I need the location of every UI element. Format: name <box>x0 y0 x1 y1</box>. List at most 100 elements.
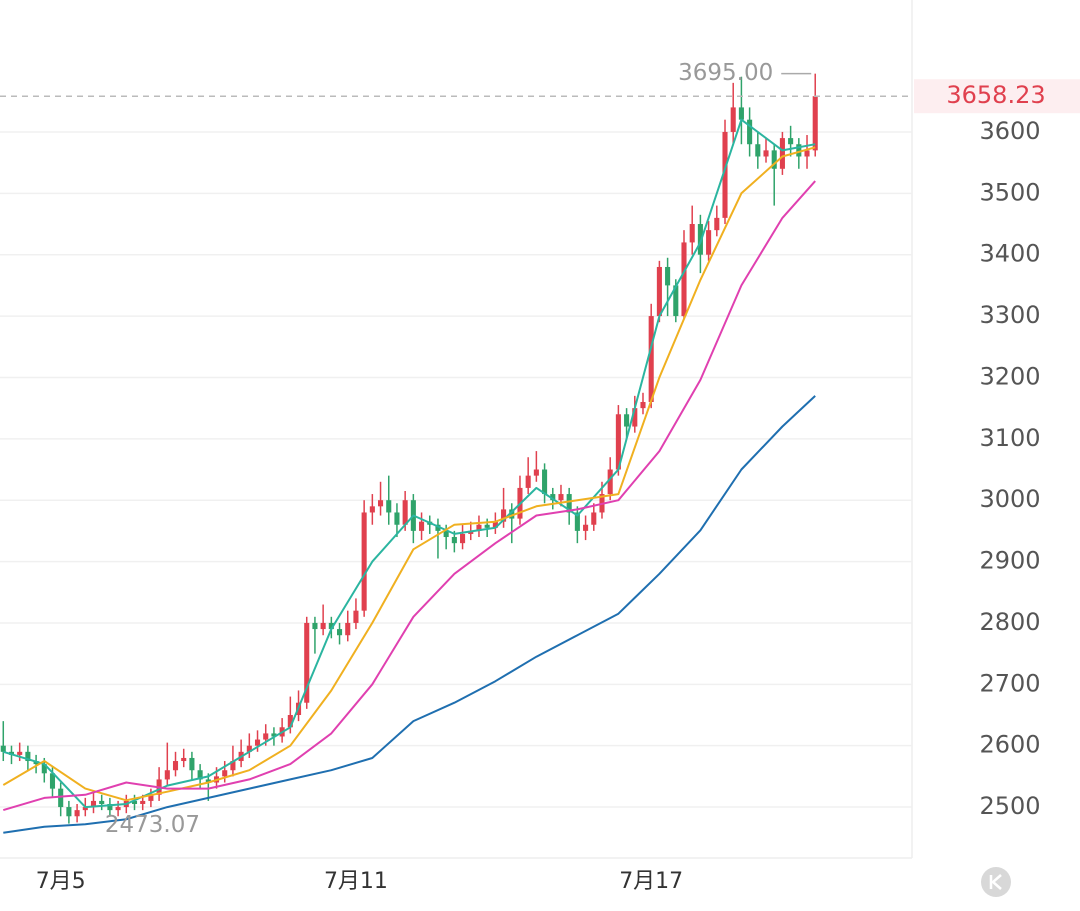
y-tick-label: 2500 <box>979 792 1040 820</box>
candle-body <box>607 469 613 495</box>
candle-body <box>17 751 23 755</box>
candle-body <box>566 494 572 513</box>
candle-body <box>542 469 548 495</box>
candle-body <box>665 266 671 286</box>
candle-body <box>287 715 293 728</box>
candle-body <box>796 144 802 157</box>
candle-body <box>181 757 187 762</box>
ma-line <box>2 146 816 802</box>
candle-body <box>328 622 334 630</box>
candle-body <box>246 745 252 752</box>
candle-body <box>90 800 97 808</box>
y-tick-label: 2600 <box>979 731 1040 759</box>
candle-body <box>263 733 269 740</box>
max-label: 3695.00 <box>678 60 773 86</box>
candle-body <box>320 622 326 630</box>
candle-body <box>632 408 638 427</box>
ma-line <box>3 180 816 812</box>
candle-body <box>369 506 375 513</box>
candle-body <box>673 285 679 317</box>
candle-body <box>681 242 687 317</box>
x-tick-label: 7月5 <box>36 869 86 894</box>
candle-body <box>476 524 482 531</box>
x-tick-label: 7月17 <box>619 869 683 894</box>
y-tick-label: 3100 <box>979 424 1040 452</box>
candle-body <box>304 622 310 703</box>
y-tick-label: 3400 <box>979 240 1040 268</box>
candle-body <box>492 521 498 528</box>
candle-body <box>624 414 630 427</box>
x-tick-label: 7月11 <box>324 869 388 894</box>
y-tick-label: 3000 <box>979 485 1040 513</box>
candle-body <box>574 512 580 531</box>
candle-body <box>484 524 490 528</box>
candle-body <box>205 779 211 783</box>
candle-body <box>107 803 113 811</box>
candle-body <box>525 475 531 488</box>
y-tick-label: 3500 <box>979 178 1040 206</box>
y-tick-label: 3200 <box>979 362 1040 390</box>
candle-body <box>763 150 769 157</box>
candle-body <box>501 509 507 522</box>
candle-body <box>41 764 47 774</box>
candle-body <box>640 401 646 409</box>
candle-body <box>164 770 170 780</box>
candle-body <box>386 500 392 513</box>
candle-body <box>771 150 777 169</box>
last-price-label: 3658.23 <box>946 81 1045 109</box>
candle-body <box>58 788 64 808</box>
y-tick-label: 2900 <box>979 547 1040 575</box>
candle-body <box>131 800 138 804</box>
candle-body <box>402 500 408 525</box>
candle-body <box>706 230 712 255</box>
candle-body <box>74 810 80 817</box>
candle-body <box>0 745 6 752</box>
candle-body <box>615 414 621 470</box>
y-tick-label: 3300 <box>979 301 1040 329</box>
candle-body <box>779 138 785 169</box>
candle-body <box>738 107 744 120</box>
candle-body <box>435 524 441 531</box>
candle-body <box>689 224 695 243</box>
candle-body <box>788 138 794 145</box>
candle-body <box>271 733 277 737</box>
candle-body <box>99 800 105 804</box>
candle-body <box>550 494 556 501</box>
candle-body <box>722 131 728 218</box>
candle-body <box>353 610 359 623</box>
candle-body <box>115 807 121 811</box>
candle-body <box>66 807 72 817</box>
kline-toggle[interactable] <box>981 867 1011 897</box>
candle-body <box>361 512 367 611</box>
candle-body <box>25 751 31 762</box>
candle-body <box>509 509 515 519</box>
candle-body <box>533 469 539 476</box>
candle-body <box>49 773 56 789</box>
y-tick-label: 3600 <box>979 117 1040 145</box>
toggle-glyph <box>989 874 1002 890</box>
candle-body <box>222 770 228 777</box>
candle-body <box>254 739 261 746</box>
candle-body <box>583 524 589 531</box>
candle-body <box>189 757 195 771</box>
candle-body <box>443 530 449 538</box>
min-label: 2473.07 <box>105 812 200 838</box>
candle-body <box>419 521 425 531</box>
candle-body <box>460 533 466 544</box>
toggle-icon[interactable] <box>981 867 1011 897</box>
candle-body <box>378 500 384 507</box>
candle-body <box>656 266 662 317</box>
y-tick-label: 2700 <box>979 669 1040 697</box>
candle-body <box>148 794 154 801</box>
candle-body <box>648 316 654 402</box>
candle-body <box>140 800 146 804</box>
candle-body <box>82 807 88 811</box>
candle-body <box>230 761 236 771</box>
last-price-box <box>914 79 1080 114</box>
candle-body <box>714 217 720 231</box>
candle-body <box>197 770 203 780</box>
candle-body <box>747 119 753 145</box>
candle-body <box>730 107 736 132</box>
